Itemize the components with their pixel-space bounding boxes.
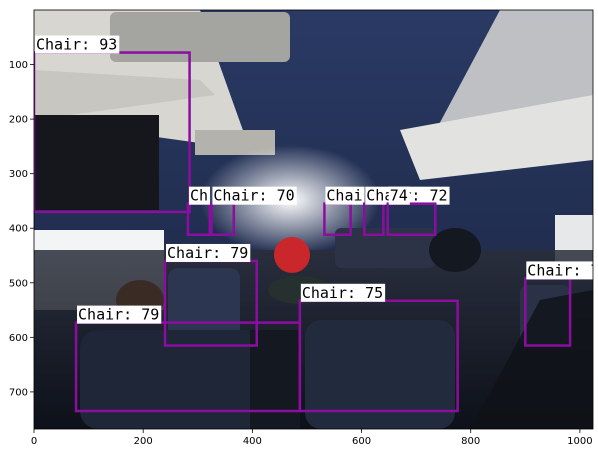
detection-label: Chair: 75 — [302, 284, 383, 302]
x-tick-label: 1000 — [567, 436, 592, 447]
detection-label-bg — [166, 243, 251, 262]
detection-label: Chai — [326, 187, 362, 205]
detection-box — [74, 321, 302, 413]
detection-label-bg — [526, 261, 593, 280]
y-tick-label: 600 — [9, 333, 28, 344]
y-tick-label: 300 — [9, 169, 28, 180]
x-tick-label: 200 — [134, 436, 153, 447]
detection-label-bg — [212, 186, 297, 205]
detection-box — [386, 202, 437, 237]
detection-label-bg — [388, 186, 410, 205]
detection-label: Chair: 7 — [527, 261, 598, 279]
detection-label-bg — [35, 35, 120, 54]
x-tick-label: 0 — [31, 436, 37, 447]
detection-label: Chair: 93 — [36, 36, 117, 54]
detection-label: 74 — [390, 187, 408, 205]
detection-label: Chair: 79 — [167, 244, 248, 262]
y-tick-label: 500 — [9, 278, 28, 289]
y-tick-label: 200 — [9, 115, 28, 126]
detection-label: Chair: 70 — [213, 187, 294, 205]
y-axis: 100 200 300 400 500 600 700 — [9, 60, 34, 398]
detection-label: Chair: 79 — [78, 306, 159, 324]
detection-label-bg — [300, 283, 386, 302]
detection-label-bg — [325, 186, 365, 205]
x-tick-label: 400 — [243, 436, 262, 447]
y-tick-label: 400 — [9, 224, 28, 235]
axes-frame — [33, 9, 594, 430]
detection-label: Ch — [190, 187, 208, 205]
y-tick-label: 700 — [9, 387, 28, 398]
y-tick-label: 100 — [9, 60, 28, 71]
x-tick-label: 600 — [352, 436, 371, 447]
x-tick-label: 800 — [461, 436, 480, 447]
detection-label-bg — [188, 186, 211, 205]
bus-interior-photo — [34, 10, 593, 429]
detection-label-bg — [77, 305, 162, 324]
x-axis: 0 200 400 600 800 1000 — [31, 429, 593, 447]
